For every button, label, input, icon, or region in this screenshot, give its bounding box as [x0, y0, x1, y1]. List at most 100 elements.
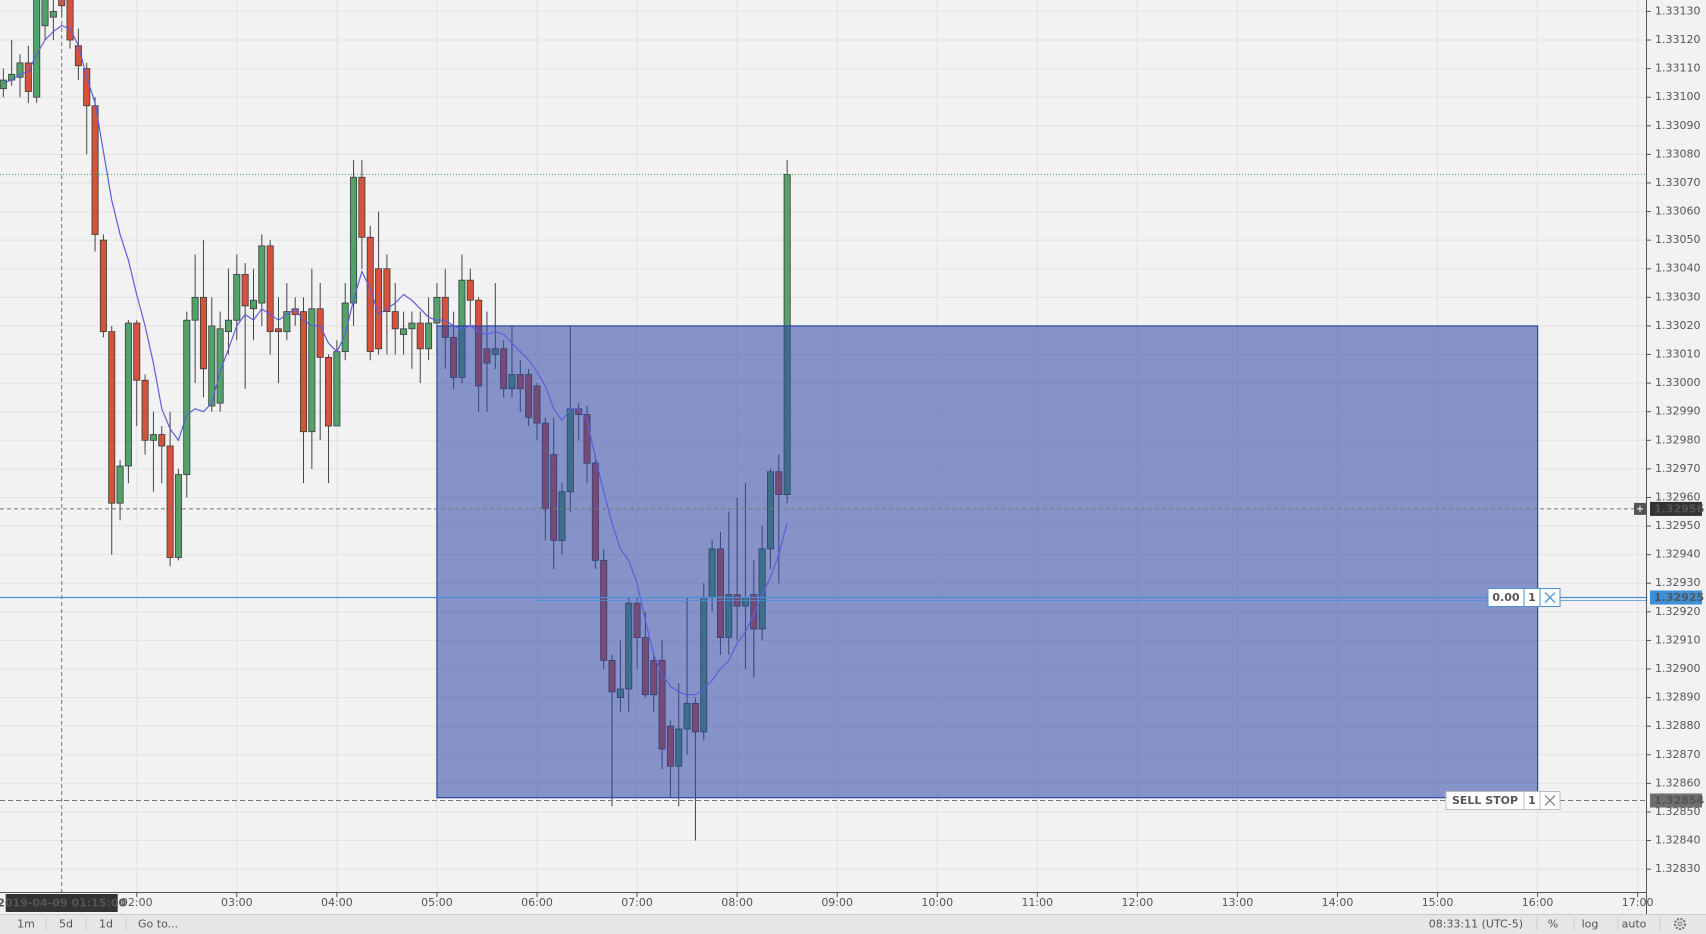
candle-body [433, 296, 441, 324]
candle-body [99, 239, 107, 333]
y-tick-label: 1.32990 [1655, 405, 1701, 418]
y-tick-label: 1.32850 [1655, 805, 1701, 818]
candle-body [333, 351, 341, 427]
candle-body [233, 274, 241, 321]
range-button[interactable]: 5d [59, 918, 73, 931]
candle-body [166, 445, 174, 558]
price-axis-bg [1646, 0, 1706, 892]
y-tick-label: 1.33080 [1655, 147, 1701, 160]
candle-body [41, 0, 49, 27]
candle-body [249, 299, 257, 310]
y-tick-label: 1.33100 [1655, 90, 1701, 103]
candle-body [266, 245, 274, 333]
scale-button[interactable]: auto [1622, 918, 1647, 931]
range-button[interactable]: 1d [99, 918, 113, 931]
y-tick-label: 1.33010 [1655, 348, 1701, 361]
candle-body [66, 0, 74, 41]
candle-body [208, 325, 216, 407]
y-tick-label: 1.33040 [1655, 262, 1701, 275]
crosshair-time-bg [5, 894, 118, 912]
clock: 08:33:11 (UTC-5) [1429, 918, 1523, 931]
candle-body [224, 319, 232, 333]
candle-body [283, 311, 291, 333]
x-tick-label: 03:00 [221, 896, 253, 909]
y-tick-label: 1.32860 [1655, 776, 1701, 789]
goto-button[interactable]: Go to... [138, 918, 178, 931]
y-tick-label: 1.32970 [1655, 462, 1701, 475]
scale-button[interactable]: % [1548, 918, 1558, 931]
y-tick-label: 1.33110 [1655, 62, 1701, 75]
candle-body [174, 474, 182, 558]
candle-body [0, 79, 7, 90]
y-tick-label: 1.33020 [1655, 319, 1701, 332]
y-tick-label: 1.32960 [1655, 490, 1701, 503]
x-tick-label: 12:00 [1122, 896, 1154, 909]
y-tick-label: 1.33050 [1655, 233, 1701, 246]
candle-body [300, 311, 308, 433]
y-tick-label: 1.32890 [1655, 691, 1701, 704]
candle-body [191, 296, 199, 321]
position-qty: 1 [1528, 591, 1536, 604]
y-tick-label: 1.33130 [1655, 4, 1701, 17]
position-price-label-bg [1650, 590, 1702, 605]
x-tick-label: 14:00 [1322, 896, 1354, 909]
candle-body [466, 279, 474, 301]
sell-stop-qty: 1 [1528, 794, 1536, 807]
y-tick-label: 1.32950 [1655, 519, 1701, 532]
candle-body [33, 0, 41, 98]
candle-body [149, 434, 157, 441]
candle-body [216, 328, 224, 404]
candle-body [24, 62, 32, 92]
y-tick-label: 1.33090 [1655, 119, 1701, 132]
x-tick-label: 08:00 [721, 896, 753, 909]
x-tick-label: 16:00 [1522, 896, 1554, 909]
y-tick-label: 1.32910 [1655, 633, 1701, 646]
candle-body [199, 296, 207, 370]
candle-body [341, 302, 349, 353]
candle-body [391, 311, 399, 330]
candle-body [350, 176, 358, 304]
x-tick-label: 09:00 [821, 896, 853, 909]
plot-area [0, 0, 1646, 892]
x-tick-label: 17:00 [1622, 896, 1654, 909]
y-tick-label: 1.32840 [1655, 834, 1701, 847]
candle-body [183, 319, 191, 475]
candle-body [316, 308, 324, 358]
x-tick-label: 05:00 [421, 896, 453, 909]
range-button[interactable]: 1m [17, 918, 35, 931]
candle-body [158, 434, 166, 447]
candle-body [83, 68, 91, 107]
crosshair-time-label: 2019-04-09 01:15:00 [0, 897, 127, 910]
sell-stop-close-icon [1544, 795, 1556, 806]
x-tick-label: 10:00 [921, 896, 953, 909]
candle-body [400, 328, 408, 335]
x-tick-label: 04:00 [321, 896, 353, 909]
candle-body [275, 328, 283, 333]
crosshair-plus-icon [1637, 505, 1643, 512]
sell-stop-price-label-bg [1650, 793, 1702, 808]
y-tick-label: 1.32880 [1655, 719, 1701, 732]
candle-body [325, 356, 333, 427]
scale-button[interactable]: log [1582, 918, 1599, 931]
y-tick-label: 1.32920 [1655, 605, 1701, 618]
settings-button[interactable] [1673, 917, 1687, 931]
y-tick-label: 1.32900 [1655, 662, 1701, 675]
candle-body [358, 176, 366, 238]
x-tick-label: 02:00 [121, 896, 153, 909]
x-tick-label: 06:00 [521, 896, 553, 909]
y-tick-label: 1.33060 [1655, 205, 1701, 218]
rectangle-drawing[interactable] [436, 325, 1539, 799]
candle-body [241, 274, 249, 307]
y-tick-label: 1.33120 [1655, 33, 1701, 46]
candle-body [91, 105, 99, 235]
candle-body [49, 11, 57, 18]
position-pnl: 0.00 [1492, 591, 1519, 604]
candle-body [124, 322, 132, 467]
candle-body [408, 322, 416, 330]
y-tick-label: 1.32930 [1655, 576, 1701, 589]
y-tick-label: 1.32980 [1655, 433, 1701, 446]
x-tick-label: 15:00 [1422, 896, 1454, 909]
candle-body [366, 236, 374, 353]
y-tick-label: 1.32940 [1655, 548, 1701, 561]
